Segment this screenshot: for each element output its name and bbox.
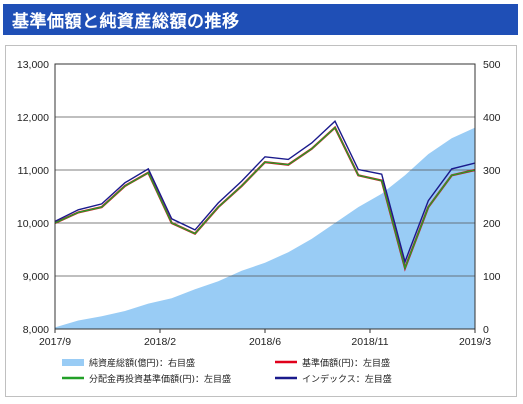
legend-swatch-net-assets [62,359,84,366]
x-tick-label: 2018/11 [351,336,388,348]
y-left-tick-label: 11,000 [18,165,49,177]
x-tick-label: 2017/9 [39,336,71,348]
x-tick-label: 2019/3 [459,336,491,348]
series-line-2 [54,120,476,264]
chart-frame [5,45,517,397]
y-left-tick-label: 13,000 [17,59,49,71]
legend-label: インデックス：左目盛 [302,373,392,385]
y-left-tick-label: 8,000 [23,324,49,336]
y-right-tick-label: 0 [483,324,489,336]
y-right-tick-label: 100 [483,271,501,283]
legend-label: 分配金再投資基準価額(円)：左目盛 [89,373,231,385]
page-title: 基準価額と純資産総額の推移 [12,12,240,32]
x-tick-label: 2018/6 [249,336,281,348]
series-line-1 [54,126,476,271]
y-right-tick-label: 200 [483,218,501,230]
y-left-tick-label: 10,000 [17,218,49,230]
y-left-tick-label: 12,000 [17,112,49,124]
x-tick-label: 2018/2 [144,336,176,348]
y-right-tick-label: 400 [483,112,501,124]
y-left-tick-label: 9,000 [23,271,49,283]
header-bar: 基準価額と純資産総額の推移 [3,4,518,35]
series-net-assets-area [55,127,475,329]
y-right-tick-label: 500 [483,59,501,71]
legend-label: 純資産総額(億円)：右目盛 [89,357,195,369]
legend-label: 基準価額(円)：左目盛 [302,357,390,369]
y-right-tick-label: 300 [483,165,501,177]
